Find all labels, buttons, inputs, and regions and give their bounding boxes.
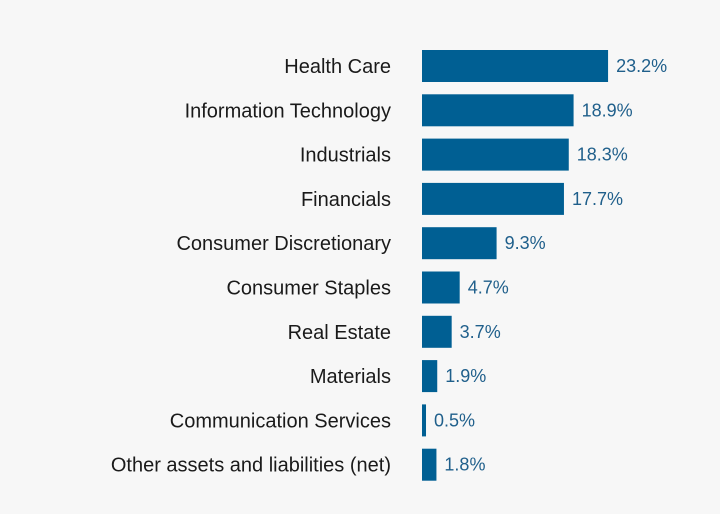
category-label-materials: Materials bbox=[310, 366, 391, 388]
category-label-industrials: Industrials bbox=[300, 145, 391, 167]
bar-materials bbox=[422, 360, 438, 393]
bar-real-estate bbox=[422, 315, 452, 348]
bar-information-technology bbox=[422, 94, 574, 127]
bar-industrials bbox=[422, 138, 569, 171]
value-label-real-estate: 3.7% bbox=[460, 322, 501, 342]
category-label-consumer-staples: Consumer Staples bbox=[226, 278, 391, 300]
bar-financials bbox=[422, 182, 564, 215]
value-label-consumer-staples: 4.7% bbox=[468, 278, 509, 298]
value-label-financials: 17.7% bbox=[572, 189, 623, 209]
bar-communication-services bbox=[422, 404, 427, 437]
value-label-industrials: 18.3% bbox=[577, 145, 628, 165]
bar-other-assets-and-liabilities-net bbox=[422, 448, 437, 481]
category-labels-group: Health Care Information Technology Industr… bbox=[111, 56, 391, 477]
category-label-health-care: Health Care bbox=[284, 56, 391, 78]
value-label-consumer-discretionary: 9.3% bbox=[505, 233, 546, 253]
category-label-consumer-discretionary: Consumer Discretionary bbox=[176, 233, 391, 255]
value-label-other-assets-and-liabilities-net: 1.8% bbox=[444, 455, 485, 475]
value-label-communication-services: 0.5% bbox=[434, 410, 475, 430]
bar-consumer-discretionary bbox=[422, 227, 497, 260]
value-labels-group: 23.2% 18.9% 18.3% 17.7% 9.3% 4.7% 3.7% 1.9% 0.5%… bbox=[434, 56, 667, 475]
category-label-communication-services: Communication Services bbox=[170, 410, 391, 432]
category-label-information-technology: Information Technology bbox=[185, 100, 391, 122]
bar-consumer-staples bbox=[422, 271, 460, 304]
value-label-health-care: 23.2% bbox=[616, 56, 667, 76]
value-label-information-technology: 18.9% bbox=[582, 100, 633, 120]
value-label-materials: 1.9% bbox=[445, 366, 486, 386]
category-label-financials: Financials bbox=[301, 189, 391, 211]
bars-group bbox=[422, 50, 609, 481]
bar-health-care bbox=[422, 50, 609, 82]
category-label-real-estate: Real Estate bbox=[288, 322, 391, 344]
category-label-other-assets-and-liabilities-net: Other assets and liabilities (net) bbox=[111, 455, 391, 477]
